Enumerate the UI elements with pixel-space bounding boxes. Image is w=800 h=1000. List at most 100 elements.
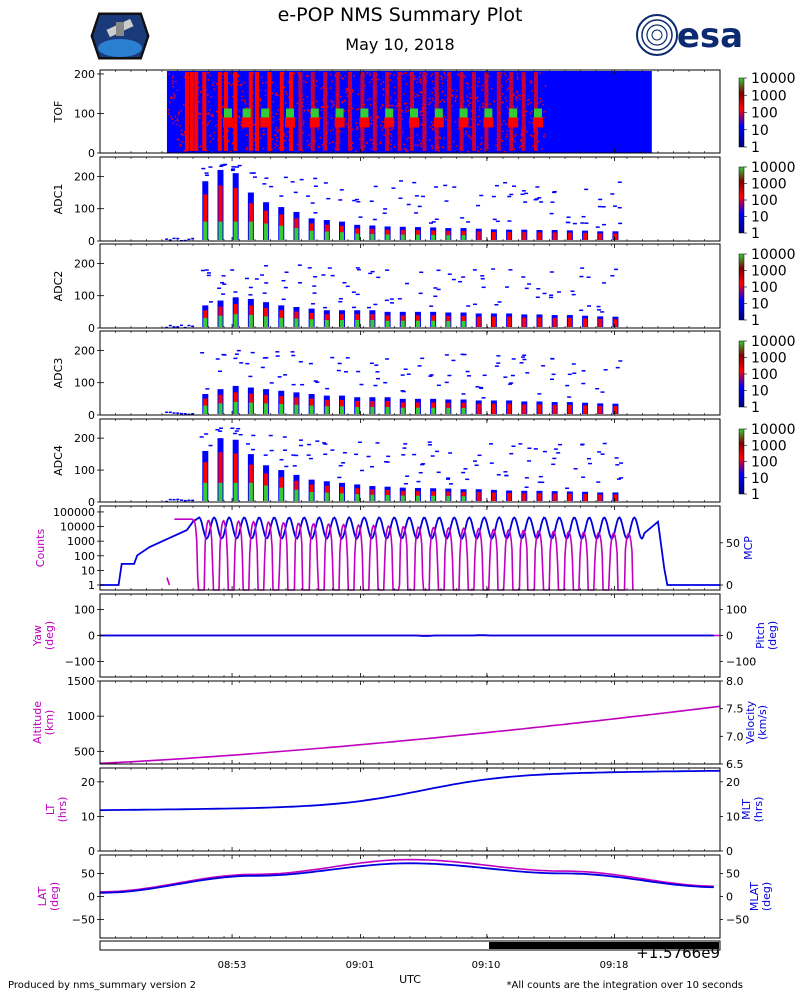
tof-dot — [351, 89, 354, 91]
adc1-dash — [507, 195, 512, 198]
tof-dot — [408, 136, 410, 139]
tof-dot — [451, 89, 454, 92]
tof-dot — [272, 121, 275, 124]
tof-dot — [305, 81, 308, 84]
colorbar-tick-label: 1 — [751, 400, 760, 416]
tof-dot — [479, 143, 482, 146]
adc3-burst-red — [613, 406, 618, 414]
tof-dot — [359, 138, 361, 140]
tof-dot — [243, 81, 245, 84]
tof-dot — [253, 123, 255, 126]
tof-dot — [344, 99, 346, 102]
adc1-burst-red — [552, 232, 557, 240]
tof-dot — [466, 95, 468, 97]
adc3-dash — [525, 372, 530, 374]
adc4-dash — [474, 464, 479, 467]
adc3-dash — [239, 362, 244, 364]
adc2-dash — [600, 311, 605, 313]
tof-background — [166, 71, 652, 153]
adc1-dash — [581, 215, 586, 218]
adc2-dash — [570, 290, 575, 292]
tof-dot — [465, 130, 468, 133]
tof-dot — [344, 75, 346, 78]
tof-dot — [302, 132, 304, 134]
adc1-burst-red — [203, 194, 208, 240]
tof-dot — [421, 140, 423, 142]
adc2-dash — [536, 288, 541, 290]
tof-dot — [406, 150, 408, 153]
tof-dot — [515, 133, 517, 136]
adc4-dash — [234, 430, 239, 432]
adc4-burst-green — [203, 482, 208, 501]
tof-dot — [467, 100, 469, 102]
adc1-burst-green — [264, 223, 269, 240]
tof-dot — [307, 75, 309, 77]
tof-dot — [215, 125, 217, 127]
adc3-dash — [519, 362, 524, 364]
tof-dot — [331, 141, 334, 143]
adc1-dash — [537, 197, 542, 199]
tof-dot — [389, 79, 392, 81]
adc3-dash — [581, 370, 586, 372]
adc2-burst-green — [248, 314, 253, 327]
adc1-dash — [310, 202, 315, 204]
adc4-dash — [269, 449, 274, 452]
adc3-dash — [308, 362, 313, 365]
adc1-burst-green — [355, 233, 360, 240]
tof-dot — [393, 92, 396, 94]
tof-dot — [265, 81, 267, 84]
adc3-dash — [503, 376, 508, 378]
adc2-dash — [281, 298, 286, 301]
tof-dot — [475, 97, 478, 99]
tof-dot — [520, 139, 522, 141]
adc1-dash — [566, 221, 571, 224]
tof-dot — [393, 74, 395, 76]
adc2-dash — [321, 274, 326, 276]
adc3-dash — [429, 374, 434, 376]
tof-dot — [355, 128, 358, 130]
adc3-burst-green — [461, 408, 466, 414]
adc3-dash — [165, 411, 169, 414]
adc4-dash — [403, 483, 408, 485]
tof-dot — [180, 129, 183, 132]
tof-dot — [232, 119, 234, 122]
colorbar-tick-label: 100 — [751, 455, 778, 471]
colorbar — [738, 77, 745, 148]
x-axis-bar — [489, 942, 719, 949]
tof-dot — [208, 112, 210, 114]
tof-dot — [198, 112, 201, 115]
tof-dot — [246, 148, 248, 151]
pitch-ylabel-line: (deg) — [766, 621, 779, 650]
adc1-dash — [230, 169, 235, 172]
adc3-dash — [465, 370, 470, 373]
adc1-dash — [617, 181, 622, 183]
adc3-dash — [200, 352, 205, 354]
adc4-dash — [341, 462, 346, 464]
tof-dot — [274, 129, 277, 131]
adc2-dash — [390, 302, 395, 304]
adc2-dash — [451, 278, 456, 281]
adc1-dash — [204, 174, 209, 177]
adc4-dash — [427, 441, 432, 443]
adc2-burst-green — [294, 318, 299, 327]
adc4-dash — [449, 483, 454, 485]
adc4-dash — [291, 454, 296, 456]
adc3-dash — [172, 412, 176, 414]
altitude-line — [99, 705, 721, 765]
tof-dot — [383, 134, 385, 136]
tof-dot — [508, 108, 510, 110]
adc4-burst-red — [203, 462, 208, 501]
adc4-dash — [461, 471, 466, 474]
adc4-dash — [511, 445, 516, 447]
adc3-dash — [550, 358, 555, 360]
adc1-dash — [231, 168, 236, 170]
adc1-dash — [165, 238, 169, 240]
adc1-burst-green — [340, 232, 345, 240]
tof-dot — [441, 90, 444, 93]
tof-dot — [174, 95, 176, 97]
tof-burst — [267, 72, 272, 151]
tof-dot — [431, 92, 434, 94]
tof-dot — [351, 90, 354, 93]
tof-dot — [271, 138, 273, 141]
tof-dot — [477, 100, 479, 102]
